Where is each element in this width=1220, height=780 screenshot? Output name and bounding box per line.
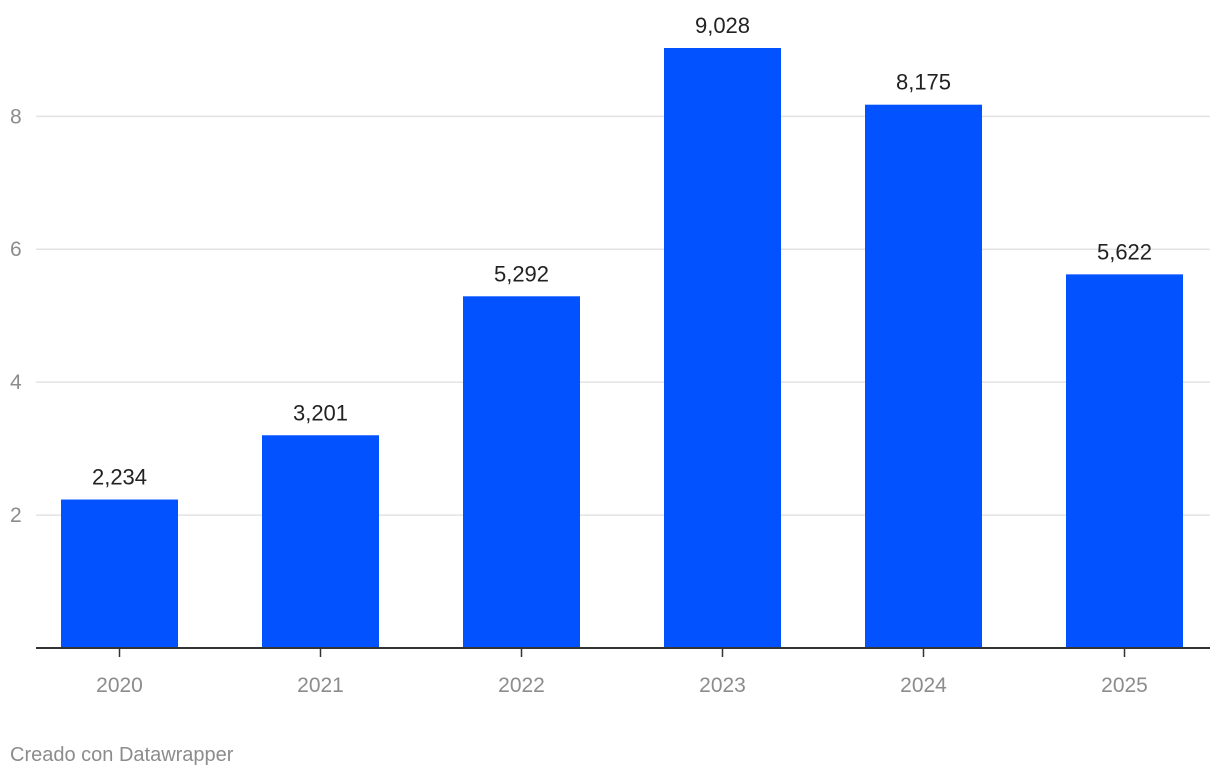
bar	[664, 48, 781, 648]
y-tick-label: 6	[10, 238, 22, 261]
bar	[463, 296, 580, 648]
data-label: 8,175	[896, 70, 951, 95]
bar-chart: 2 4 6 8 2,234 2020 3,201 2021 5,292 2022 9,028 2023…	[10, 13, 1210, 697]
bar	[1066, 274, 1183, 648]
x-tick-label: 2022	[498, 674, 545, 697]
x-tick-label: 2020	[96, 674, 143, 697]
y-tick-label: 8	[10, 105, 22, 128]
data-label: 5,292	[494, 261, 549, 286]
footer-credit: Creado con Datawrapper	[10, 744, 234, 766]
y-tick-label: 4	[10, 371, 22, 394]
data-label: 2,234	[92, 465, 147, 490]
data-label: 9,028	[695, 13, 750, 38]
bar	[262, 435, 379, 648]
data-label: 5,622	[1097, 239, 1152, 264]
bar	[865, 104, 982, 648]
x-tick-label: 2024	[900, 674, 947, 697]
data-label: 3,201	[293, 400, 348, 425]
x-tick-label: 2021	[297, 674, 344, 697]
chart-svg: 2 4 6 8 2,234 2020 3,201 2021 5,292 2022 9,028 2023…	[10, 13, 1210, 697]
x-tick-label: 2023	[699, 674, 746, 697]
x-tick-label: 2025	[1101, 674, 1148, 697]
bar	[61, 499, 178, 648]
y-tick-label: 2	[10, 504, 22, 527]
